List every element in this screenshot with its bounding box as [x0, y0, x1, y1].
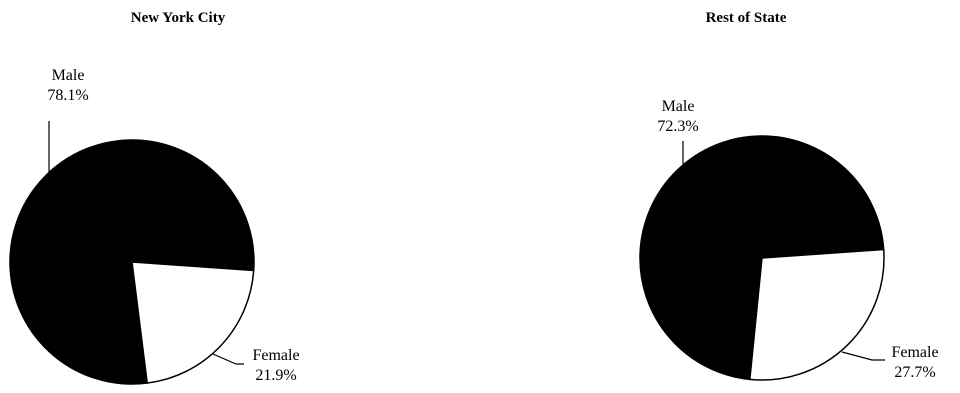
slice-value-female: 21.9% [255, 367, 296, 384]
slice-label-male: Male [52, 67, 85, 84]
chart-title: New York City [131, 10, 226, 26]
pie-slice-female [131, 261, 255, 384]
slice-value-male: 72.3% [657, 118, 698, 135]
leader-line-female [841, 351, 885, 361]
slice-label-male: Male [662, 98, 695, 115]
leader-line-female [212, 353, 244, 365]
slice-label-female: Female [891, 344, 938, 361]
slice-value-female: 27.7% [894, 364, 935, 381]
pie-slice-female [749, 248, 885, 381]
slice-label-female: Female [252, 347, 299, 364]
pie-chart-new-york-city: New York City Male 78.1% Female 21.9% [9, 10, 300, 385]
pie-chart-rest-of-state: Rest of State Male 72.3% Female 27.7% [639, 10, 939, 381]
chart-title: Rest of State [706, 10, 787, 26]
slice-value-male: 78.1% [47, 87, 88, 104]
